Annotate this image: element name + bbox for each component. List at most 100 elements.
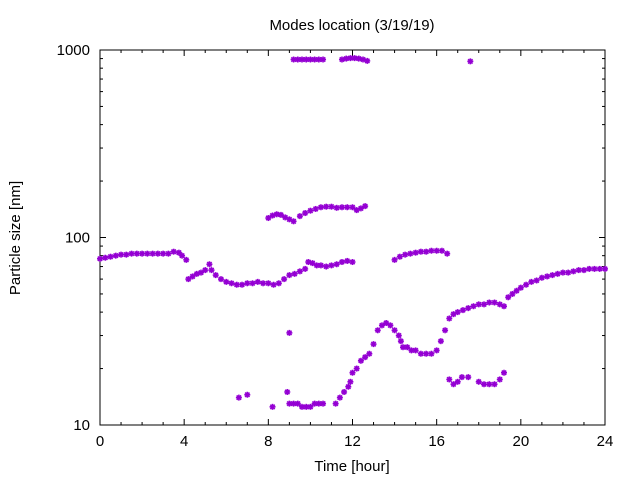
data-point [523, 281, 530, 288]
data-point [580, 267, 587, 274]
data-point [206, 261, 213, 268]
data-point [165, 250, 172, 257]
data-point [328, 262, 335, 269]
data-point [269, 403, 276, 410]
data-point [554, 270, 561, 277]
data-point [290, 56, 297, 63]
data-point [270, 281, 277, 288]
data-point [366, 350, 373, 357]
data-point [235, 394, 242, 401]
data-point [183, 256, 190, 263]
data-point [296, 268, 303, 275]
data-point [491, 381, 498, 388]
data-point [402, 251, 409, 258]
data-point [320, 56, 327, 63]
data-point [364, 57, 371, 64]
data-point [349, 369, 356, 376]
data-point [442, 327, 449, 334]
data-point [290, 218, 297, 225]
data-point [349, 204, 356, 211]
data-point [107, 253, 114, 260]
data-point [549, 272, 556, 279]
y-tick-labels: 10 100 1000 [57, 42, 90, 434]
data-point [333, 261, 340, 268]
data-point [344, 257, 351, 264]
data-point [317, 204, 324, 211]
data-point [528, 278, 535, 285]
data-point [281, 276, 288, 283]
data-point [501, 369, 507, 376]
data-point [362, 354, 369, 361]
data-point [239, 281, 246, 288]
data-point [407, 250, 414, 257]
data-point [244, 280, 251, 287]
data-point [265, 280, 272, 287]
data-point [208, 267, 215, 274]
data-point [370, 341, 377, 348]
data-point [481, 381, 488, 388]
data-point [570, 268, 577, 275]
data-point [296, 213, 303, 220]
data-point [481, 301, 488, 308]
x-tick-label: 0 [96, 433, 104, 450]
data-point [509, 290, 516, 297]
data-point [286, 400, 293, 407]
data-point [286, 272, 293, 279]
x-tick-label: 20 [512, 433, 529, 450]
data-point [559, 269, 566, 276]
data-point [102, 254, 109, 261]
data-point [265, 215, 272, 222]
data-point [428, 350, 435, 357]
data-point [433, 347, 440, 354]
data-point [353, 207, 360, 214]
data-point [332, 400, 339, 407]
data-point [565, 269, 572, 276]
y-axis-label: Particle size [nm] [7, 181, 24, 295]
data-point [383, 319, 390, 326]
data-point [437, 338, 444, 345]
data-point [465, 374, 472, 381]
x-tick-label: 12 [344, 433, 361, 450]
data-point [179, 252, 186, 259]
data-point [444, 250, 451, 257]
data-point [260, 280, 267, 287]
data-point [315, 56, 322, 63]
data-point [254, 278, 261, 285]
data-point [596, 265, 603, 272]
data-point [338, 204, 345, 211]
data-point [233, 281, 240, 288]
data-point [378, 322, 385, 329]
plot-frame [99, 49, 606, 426]
data-point [302, 210, 309, 217]
data-point [395, 332, 402, 339]
data-point [602, 265, 608, 272]
data-point [112, 252, 119, 259]
x-axis-label: Time [hour] [314, 458, 389, 475]
x-tick-label: 24 [597, 433, 614, 450]
data-point [533, 277, 540, 284]
data-point [400, 344, 406, 351]
data-point [154, 250, 161, 257]
data-point [170, 248, 177, 255]
data-point [459, 307, 466, 314]
data-point [189, 273, 196, 280]
data-point [387, 322, 394, 329]
data-point [345, 383, 352, 390]
y-tick-label: 1000 [57, 42, 90, 59]
data-point [496, 376, 503, 383]
data-point [198, 269, 204, 276]
data-point [144, 250, 151, 257]
data-points [97, 55, 608, 410]
data-point [417, 248, 424, 255]
data-point [133, 250, 140, 257]
data-point [454, 378, 461, 385]
data-point [446, 315, 453, 322]
data-point [396, 253, 403, 260]
x-tick-label: 8 [264, 433, 272, 450]
data-point [467, 58, 474, 65]
data-point [586, 265, 593, 272]
data-point [391, 256, 398, 263]
data-point [501, 303, 507, 310]
data-point [438, 247, 445, 254]
data-point [291, 270, 298, 277]
